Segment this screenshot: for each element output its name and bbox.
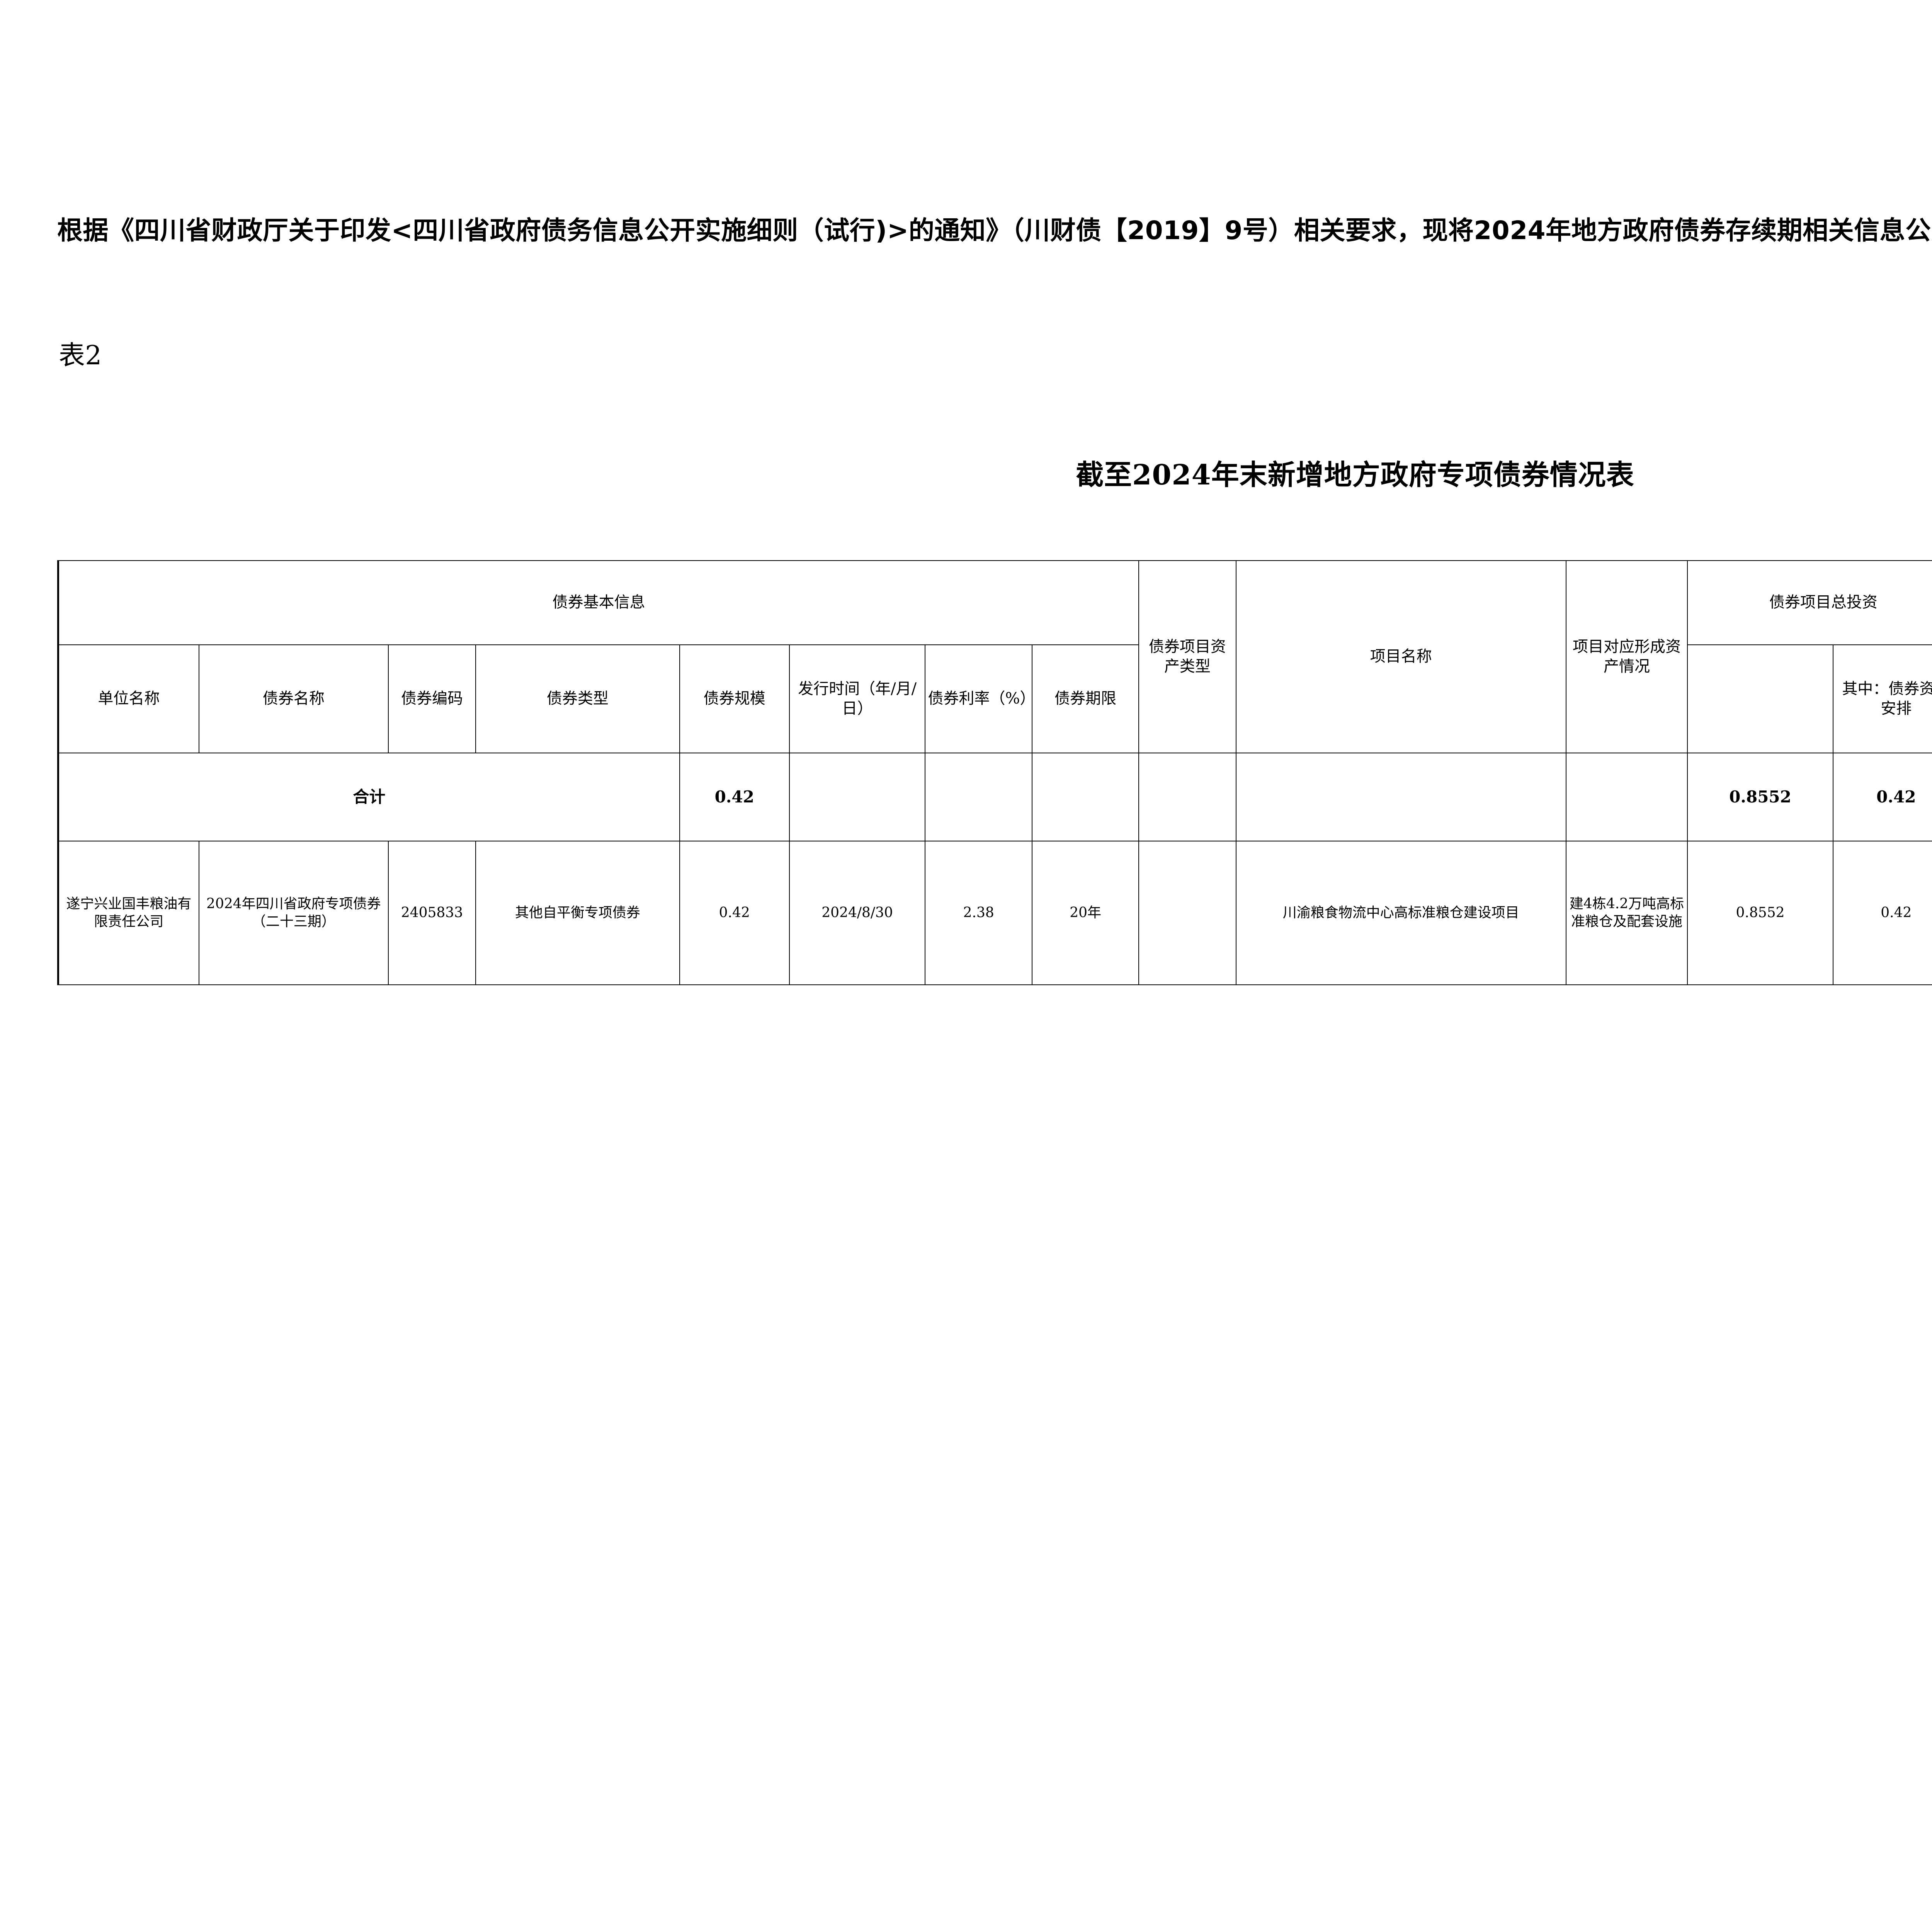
header-bond-type: 债券类型	[475, 644, 680, 753]
header-bond-code: 债券编码	[388, 644, 476, 753]
total-investment-bond-funds: 0.42	[1832, 753, 1932, 841]
cell-bond-type: 其他自平衡专项债券	[475, 841, 680, 985]
cell-bond-rate: 2.38	[925, 841, 1032, 985]
header-issue-date: 发行时间（年/月/日）	[789, 644, 926, 753]
table-head: 债券基本信息 债券项目资产类型 项目名称 项目对应形成资产情况 债券项目总投资 …	[57, 560, 1932, 753]
total-label: 合计	[57, 753, 680, 841]
intro-paragraph: 根据《四川省财政厅关于印发<四川省政府债务信息公开实施细则（试行)>的通知》（川…	[57, 216, 1932, 245]
total-issue-date	[789, 753, 926, 841]
table-body: 合计 0.42 0.8552 0.42 0.3246 0.3148	[57, 753, 1932, 985]
table-number-label: 表2	[59, 340, 102, 371]
cell-bond-code: 2405833	[388, 841, 476, 985]
total-row: 合计 0.42 0.8552 0.42 0.3246 0.3148	[57, 753, 1932, 841]
cell-total-investment: 0.8552	[1687, 841, 1833, 985]
header-bond-name: 债券名称	[198, 644, 389, 753]
cell-project-name: 川渝粮食物流中心高标准粮仓建设项目	[1235, 841, 1566, 985]
header-unit-name: 单位名称	[57, 644, 199, 753]
header-total-investment-bond-funds: 其中：债券资金安排	[1832, 644, 1932, 753]
cell-total-investment-bond-funds: 0.42	[1832, 841, 1932, 985]
header-sub-row: 单位名称 债券名称 债券编码 债券类型 债券规模 发行时间（年/月/日） 债券利…	[57, 644, 1932, 753]
header-total-investment-value	[1687, 644, 1833, 753]
total-investment: 0.8552	[1687, 753, 1833, 841]
total-bond-project-asset-type	[1138, 753, 1236, 841]
header-bond-scale: 债券规模	[679, 644, 790, 753]
cell-project-asset-formation: 建4栋4.2万吨高标准粮仓及配套设施	[1565, 841, 1688, 985]
page-title: 截至2024年末新增地方政府专项债券情况表	[1076, 458, 1634, 491]
special-bond-table: 债券基本信息 债券项目资产类型 项目名称 项目对应形成资产情况 债券项目总投资 …	[57, 560, 1932, 985]
cell-bond-scale: 0.42	[679, 841, 790, 985]
total-bond-scale: 0.42	[679, 753, 790, 841]
total-bond-term	[1031, 753, 1139, 841]
total-bond-rate	[925, 753, 1032, 841]
bond-table-container: 债券基本信息 债券项目资产类型 项目名称 项目对应形成资产情况 债券项目总投资 …	[57, 560, 1932, 985]
cell-bond-term: 20年	[1031, 841, 1139, 985]
total-project-asset-formation	[1565, 753, 1688, 841]
cell-issue-date: 2024/8/30	[789, 841, 926, 985]
header-bond-term: 债券期限	[1031, 644, 1139, 753]
cell-bond-project-asset-type	[1138, 841, 1236, 985]
header-bond-project-asset-type: 债券项目资产类型	[1138, 560, 1236, 753]
header-project-asset-formation: 项目对应形成资产情况	[1565, 560, 1688, 753]
header-bond-basic-info: 债券基本信息	[57, 560, 1139, 645]
header-project-name: 项目名称	[1235, 560, 1566, 753]
header-bond-rate: 债券利率（%）	[925, 644, 1036, 753]
cell-unit-name: 遂宁兴业国丰粮油有限责任公司	[57, 841, 199, 985]
header-group-row: 债券基本信息 债券项目资产类型 项目名称 项目对应形成资产情况 债券项目总投资 …	[57, 560, 1932, 753]
cell-bond-name: 2024年四川省政府专项债券（二十三期）	[198, 841, 389, 985]
table-row: 遂宁兴业国丰粮油有限责任公司 2024年四川省政府专项债券（二十三期） 2405…	[57, 841, 1932, 985]
header-bond-project-total-investment: 债券项目总投资	[1687, 560, 1932, 645]
total-project-name	[1235, 753, 1566, 841]
